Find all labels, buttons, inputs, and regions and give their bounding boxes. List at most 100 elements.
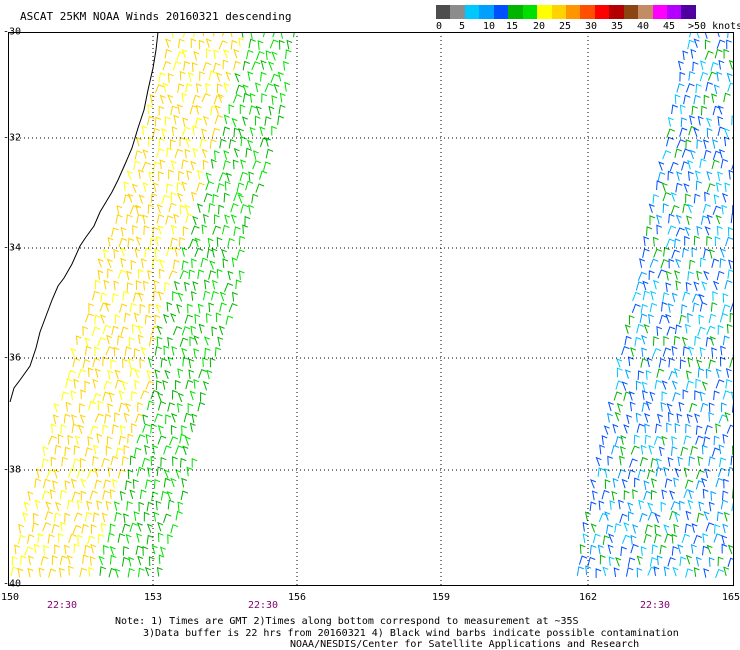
wind-barb [54, 501, 61, 512]
wind-barb [640, 358, 648, 368]
wind-barb [667, 116, 674, 127]
wind-barb [681, 161, 690, 171]
wind-barb [235, 84, 245, 94]
wind-barb [679, 556, 687, 567]
wind-barb [155, 500, 162, 511]
colorbar-segment [594, 5, 610, 19]
wind-barb [172, 456, 178, 466]
wind-barb [656, 413, 663, 424]
wind-barb [635, 412, 642, 423]
wind-barb [722, 335, 730, 346]
wind-barb [103, 279, 110, 290]
wind-barb [227, 270, 234, 281]
wind-barb [135, 136, 142, 147]
wind-barb [67, 369, 76, 380]
wind-barb [236, 182, 245, 192]
wind-barb [221, 32, 225, 37]
wind-barb [217, 93, 224, 104]
wind-barb [111, 325, 119, 336]
latitude-label: -34 [3, 242, 22, 254]
wind-barb [709, 336, 716, 346]
wind-barb [648, 270, 655, 280]
wind-barb [154, 413, 163, 423]
wind-barb [131, 324, 138, 334]
wind-barb [38, 567, 45, 578]
wind-barb [638, 499, 645, 510]
wind-barb [103, 479, 111, 489]
wind-barb [269, 39, 279, 49]
wind-barb [271, 51, 278, 61]
wind-barb [713, 84, 720, 95]
wind-barb [660, 259, 669, 269]
wind-barb [211, 127, 220, 138]
wind-barb [163, 477, 171, 488]
wind-barb [183, 412, 192, 423]
wind-barb [213, 214, 220, 225]
wind-barb [122, 545, 130, 556]
wind-barb [704, 191, 710, 202]
wind-barb [702, 139, 709, 149]
wind-barb [682, 203, 690, 214]
wind-barb [121, 556, 130, 567]
wind-barb [639, 258, 645, 268]
wind-barb [676, 413, 683, 423]
wind-barb [640, 546, 647, 556]
wind-barb [604, 479, 611, 489]
wind-barb [197, 401, 206, 412]
wind-barb [703, 270, 710, 280]
wind-barb [615, 557, 622, 567]
wind-barb [671, 104, 678, 115]
wind-barb [142, 182, 149, 192]
wind-barb [46, 469, 55, 479]
wind-barb [690, 544, 697, 554]
wind-barb [183, 281, 190, 292]
wind-barb [135, 545, 144, 555]
wind-barb [692, 61, 699, 72]
wind-barb [656, 214, 662, 225]
wind-barb [704, 39, 711, 50]
wind-barb [219, 302, 227, 312]
wind-barb [682, 50, 689, 61]
wind-barb [667, 412, 674, 422]
wind-barb [209, 260, 216, 270]
wind-barb [699, 158, 707, 169]
wind-barb [190, 160, 197, 171]
wind-barb [94, 279, 101, 290]
wind-barb [674, 238, 681, 249]
wind-barb [685, 370, 692, 380]
wind-barb [109, 523, 116, 534]
wind-barb [639, 456, 648, 467]
wind-barb [716, 511, 724, 522]
colorbar-segment [638, 5, 653, 19]
wind-barb [650, 458, 658, 468]
wind-barb [201, 93, 211, 103]
latitude-label: -38 [3, 464, 22, 476]
wind-barb [689, 149, 696, 160]
wind-barb [27, 567, 34, 578]
wind-barb [612, 423, 619, 434]
wind-barb [624, 324, 631, 334]
wind-barb [629, 458, 638, 468]
wind-barb [190, 325, 197, 336]
wind-barb [113, 501, 120, 511]
wind-barb [722, 490, 729, 501]
wind-barb [177, 368, 184, 378]
wind-barb [679, 71, 686, 82]
wind-barb [702, 545, 709, 556]
wind-barb [190, 291, 197, 301]
wind-barb [154, 346, 162, 356]
wind-barb [249, 105, 257, 115]
wind-barb [696, 32, 701, 39]
wind-barb [624, 335, 632, 346]
wind-barb [240, 204, 249, 214]
wind-barb [156, 466, 164, 477]
wind-barb [251, 61, 261, 71]
wind-barb [164, 116, 171, 126]
wind-barb [711, 93, 717, 104]
wind-barb [236, 249, 245, 259]
wind-barb [205, 312, 212, 323]
wind-barb [682, 346, 690, 356]
wind-barb [129, 367, 137, 378]
wind-barb [727, 544, 734, 555]
wind-barb [181, 425, 187, 435]
